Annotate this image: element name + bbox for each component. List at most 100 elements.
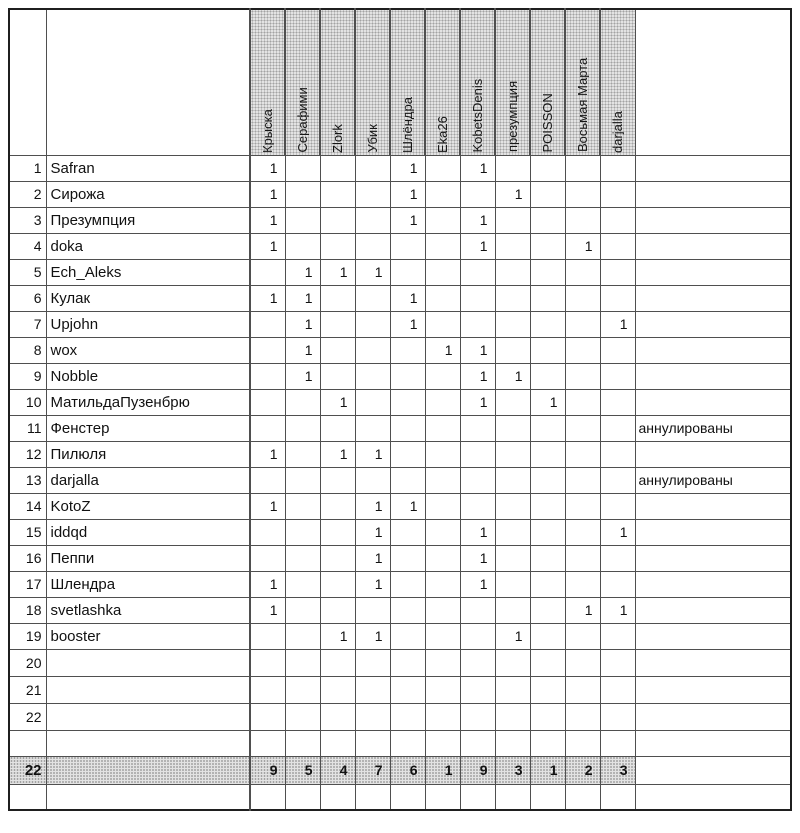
vote-mark-cell[interactable] (354, 675, 391, 704)
vote-mark-cell[interactable]: 1 (284, 284, 321, 312)
vote-mark-cell[interactable]: 1 (599, 596, 636, 624)
vote-mark-cell[interactable] (284, 440, 321, 468)
vote-mark-cell[interactable] (354, 414, 391, 442)
annulled-note-cell[interactable] (634, 206, 792, 234)
vote-mark-cell[interactable] (389, 232, 426, 260)
vote-mark-cell[interactable] (319, 232, 356, 260)
column-header[interactable]: Шлёндра (389, 8, 426, 156)
vote-mark-cell[interactable]: 1 (354, 570, 391, 598)
vote-mark-cell[interactable] (459, 702, 496, 731)
vote-mark-cell[interactable] (389, 702, 426, 731)
annulled-note-cell[interactable] (634, 362, 792, 390)
vote-mark-cell[interactable]: 1 (389, 492, 426, 520)
vote-mark-cell[interactable] (529, 180, 566, 208)
vote-mark-cell[interactable] (319, 702, 356, 731)
vote-mark-cell[interactable] (564, 180, 601, 208)
vote-mark-cell[interactable] (389, 783, 426, 811)
vote-mark-cell[interactable]: 1 (599, 310, 636, 338)
vote-mark-cell[interactable] (424, 154, 461, 182)
vote-mark-cell[interactable] (494, 284, 531, 312)
player-name-cell[interactable]: Сирожа (45, 180, 251, 208)
vote-mark-cell[interactable] (564, 206, 601, 234)
vote-mark-cell[interactable] (529, 440, 566, 468)
vote-mark-cell[interactable] (564, 336, 601, 364)
vote-mark-cell[interactable] (564, 440, 601, 468)
player-name-cell[interactable]: Upjohn (45, 310, 251, 338)
vote-mark-cell[interactable] (529, 206, 566, 234)
annulled-note-cell[interactable] (634, 783, 792, 811)
vote-mark-cell[interactable] (284, 783, 321, 811)
vote-mark-cell[interactable] (354, 596, 391, 624)
vote-mark-cell[interactable]: 1 (354, 544, 391, 572)
vote-mark-cell[interactable] (494, 596, 531, 624)
vote-mark-cell[interactable]: 1 (249, 596, 286, 624)
vote-mark-cell[interactable] (529, 336, 566, 364)
vote-mark-cell[interactable] (564, 570, 601, 598)
vote-mark-cell[interactable] (424, 414, 461, 442)
row-number-cell[interactable]: 7 (8, 310, 47, 338)
vote-mark-cell[interactable] (249, 622, 286, 650)
annulled-note-cell[interactable]: аннулированы (634, 466, 792, 494)
annulled-note-cell[interactable] (634, 154, 792, 182)
player-name-cell[interactable]: МатильдаПузенбрю (45, 388, 251, 416)
vote-mark-cell[interactable] (389, 596, 426, 624)
row-number-cell[interactable] (8, 783, 47, 811)
player-name-cell[interactable]: Шлендра (45, 570, 251, 598)
row-number-cell[interactable]: 3 (8, 206, 47, 234)
annulled-note-cell[interactable] (634, 622, 792, 650)
row-number-cell[interactable] (8, 729, 47, 757)
vote-mark-cell[interactable] (354, 180, 391, 208)
vote-mark-cell[interactable] (529, 518, 566, 546)
vote-mark-cell[interactable]: 1 (599, 518, 636, 546)
vote-mark-cell[interactable] (599, 336, 636, 364)
vote-mark-cell[interactable] (249, 310, 286, 338)
row-number-cell[interactable]: 15 (8, 518, 47, 546)
annulled-note-cell[interactable] (634, 284, 792, 312)
vote-mark-cell[interactable]: 1 (459, 570, 496, 598)
row-number-cell[interactable]: 11 (8, 414, 47, 442)
annulled-note-cell[interactable] (634, 232, 792, 260)
vote-mark-cell[interactable] (319, 206, 356, 234)
vote-mark-cell[interactable] (284, 596, 321, 624)
vote-mark-cell[interactable] (599, 622, 636, 650)
vote-mark-cell[interactable] (354, 702, 391, 731)
vote-mark-cell[interactable] (529, 414, 566, 442)
vote-mark-cell[interactable] (389, 362, 426, 390)
vote-mark-cell[interactable] (494, 310, 531, 338)
vote-mark-cell[interactable] (424, 492, 461, 520)
vote-mark-cell[interactable] (529, 783, 566, 811)
vote-mark-cell[interactable] (249, 783, 286, 811)
vote-mark-cell[interactable]: 1 (494, 180, 531, 208)
vote-mark-cell[interactable]: 1 (249, 154, 286, 182)
vote-mark-cell[interactable] (459, 596, 496, 624)
vote-mark-cell[interactable] (564, 675, 601, 704)
row-number-cell[interactable]: 19 (8, 622, 47, 650)
vote-mark-cell[interactable] (389, 729, 426, 757)
vote-mark-cell[interactable] (494, 440, 531, 468)
row-number-cell[interactable]: 18 (8, 596, 47, 624)
vote-mark-cell[interactable] (529, 310, 566, 338)
row-number-cell[interactable]: 10 (8, 388, 47, 416)
annulled-note-cell[interactable] (634, 518, 792, 546)
vote-mark-cell[interactable] (494, 232, 531, 260)
vote-mark-cell[interactable]: 1 (249, 180, 286, 208)
vote-mark-cell[interactable] (459, 466, 496, 494)
column-header[interactable]: Крыска (249, 8, 286, 156)
vote-mark-cell[interactable]: 1 (354, 492, 391, 520)
vote-mark-cell[interactable] (459, 440, 496, 468)
vote-mark-cell[interactable] (249, 388, 286, 416)
vote-mark-cell[interactable] (354, 206, 391, 234)
vote-mark-cell[interactable] (459, 284, 496, 312)
vote-mark-cell[interactable] (319, 648, 356, 677)
vote-mark-cell[interactable] (354, 466, 391, 494)
player-name-cell[interactable]: wox (45, 336, 251, 364)
player-name-cell[interactable]: doka (45, 232, 251, 260)
vote-mark-cell[interactable]: 1 (249, 284, 286, 312)
row-number-cell[interactable]: 5 (8, 258, 47, 286)
vote-mark-cell[interactable] (599, 466, 636, 494)
vote-mark-cell[interactable] (389, 388, 426, 416)
vote-mark-cell[interactable] (599, 570, 636, 598)
annulled-note-cell[interactable] (634, 492, 792, 520)
vote-mark-cell[interactable] (529, 492, 566, 520)
player-name-cell[interactable] (45, 675, 251, 704)
